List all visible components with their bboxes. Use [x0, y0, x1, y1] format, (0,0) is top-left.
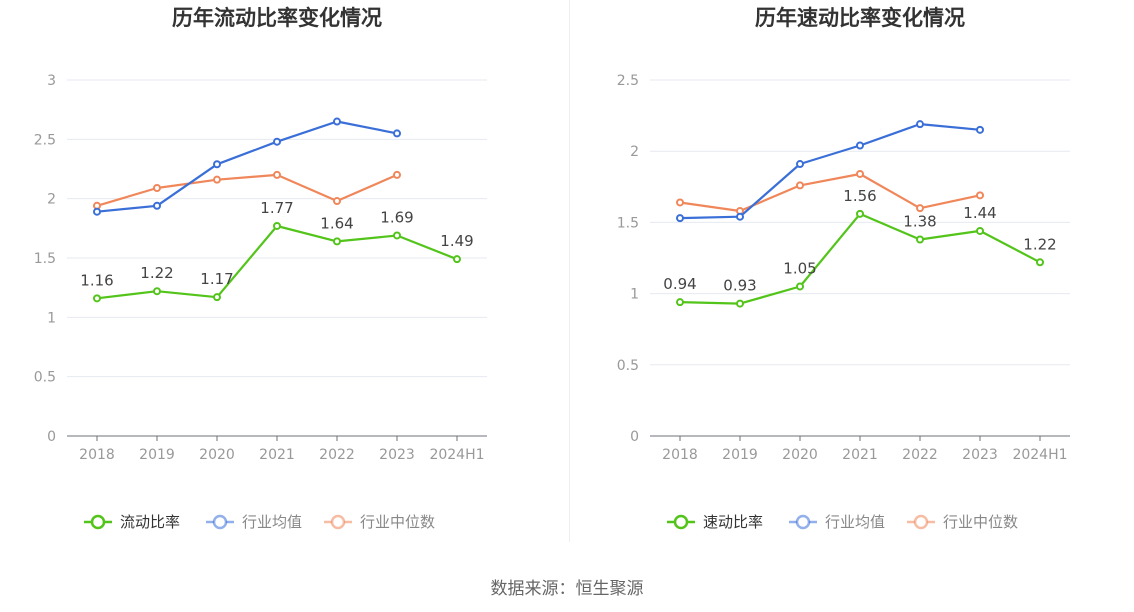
y-tick-label: 0.5: [617, 358, 639, 374]
legend-label: 行业中位数: [943, 513, 1018, 531]
data-label: 1.64: [320, 214, 353, 232]
data-point: [273, 221, 281, 230]
data-point: [153, 183, 161, 192]
legend-label: 行业均值: [242, 513, 302, 531]
y-tick-label: 0: [630, 429, 639, 445]
data-point: [333, 197, 341, 206]
x-tick-label: 2022: [902, 447, 938, 463]
data-point: [916, 120, 924, 129]
data-label: 1.17: [200, 270, 233, 288]
chart-divider: [569, 0, 570, 542]
data-point: [676, 198, 684, 207]
chart-title: 历年速动比率变化情况: [755, 6, 965, 30]
data-source-note: 数据来源：恒生聚源: [490, 579, 644, 599]
data-label: 1.22: [140, 264, 173, 282]
y-tick-label: 0: [47, 429, 56, 445]
legend-marker: [795, 514, 811, 530]
legend-marker: [330, 514, 346, 530]
data-point: [273, 170, 281, 179]
series-line: [96, 224, 458, 300]
chart-title: 历年流动比率变化情况: [172, 6, 382, 30]
data-point: [796, 181, 804, 190]
y-tick-label: 1: [630, 287, 639, 303]
y-tick-label: 0.5: [34, 370, 56, 386]
data-label: 1.38: [903, 212, 936, 230]
data-point: [916, 204, 924, 213]
data-label: 1.44: [963, 204, 996, 222]
data-point: [393, 231, 401, 240]
data-label: 1.69: [380, 208, 413, 226]
legend-marker: [212, 514, 228, 530]
data-point: [736, 299, 744, 308]
legend-marker: [673, 514, 689, 530]
legend-label: 行业均值: [825, 513, 885, 531]
data-point: [273, 137, 281, 146]
series-line: [96, 120, 398, 213]
data-point: [333, 117, 341, 126]
y-tick-label: 2: [630, 144, 639, 160]
data-point: [213, 293, 221, 302]
legend-marker: [90, 514, 106, 530]
x-tick-label: 2023: [962, 447, 998, 463]
data-point: [213, 175, 221, 184]
data-point: [1036, 258, 1044, 267]
y-tick-label: 2.5: [617, 73, 639, 89]
data-label: 1.05: [783, 259, 816, 277]
x-tick-label: 2021: [842, 447, 878, 463]
data-point: [796, 160, 804, 169]
y-tick-label: 1.5: [34, 251, 56, 267]
x-tick-label: 2024H1: [429, 447, 484, 463]
data-point: [856, 169, 864, 178]
data-point: [856, 141, 864, 150]
data-point: [976, 125, 984, 134]
y-tick-label: 1: [47, 310, 56, 326]
data-label: 1.77: [260, 199, 293, 217]
y-tick-label: 1.5: [617, 215, 639, 231]
data-point: [676, 298, 684, 307]
data-point: [93, 207, 101, 216]
data-label: 1.22: [1023, 235, 1056, 253]
series-line: [96, 173, 398, 207]
y-tick-label: 3: [47, 73, 56, 89]
legend-label: 行业中位数: [360, 513, 435, 531]
data-label: 1.16: [80, 271, 113, 289]
x-tick-label: 2020: [199, 447, 235, 463]
x-tick-label: 2024H1: [1012, 447, 1067, 463]
x-tick-label: 2018: [79, 447, 115, 463]
x-tick-label: 2023: [379, 447, 415, 463]
data-point: [856, 209, 864, 218]
y-tick-label: 2: [47, 192, 56, 208]
data-point: [453, 255, 461, 264]
data-point: [213, 160, 221, 169]
data-label: 1.56: [843, 187, 876, 205]
data-point: [93, 294, 101, 303]
x-tick-label: 2020: [782, 447, 818, 463]
data-label: 1.49: [440, 232, 473, 250]
x-tick-label: 2019: [722, 447, 758, 463]
data-point: [796, 282, 804, 291]
legend-marker: [913, 514, 929, 530]
data-point: [916, 235, 924, 244]
series-line: [679, 172, 981, 213]
data-point: [333, 237, 341, 246]
data-point: [676, 214, 684, 223]
data-label: 0.94: [663, 275, 696, 293]
data-point: [393, 129, 401, 138]
series-line: [679, 123, 981, 220]
data-label: 0.93: [723, 277, 756, 295]
x-tick-label: 2019: [139, 447, 175, 463]
x-tick-label: 2022: [319, 447, 355, 463]
data-point: [976, 226, 984, 235]
x-tick-label: 2021: [259, 447, 295, 463]
legend-label: 流动比率: [120, 513, 180, 531]
data-point: [153, 287, 161, 296]
data-point: [153, 201, 161, 210]
data-point: [736, 212, 744, 221]
data-point: [393, 170, 401, 179]
legend-label: 速动比率: [703, 513, 763, 531]
data-point: [976, 191, 984, 200]
y-tick-label: 2.5: [34, 132, 56, 148]
x-tick-label: 2018: [662, 447, 698, 463]
